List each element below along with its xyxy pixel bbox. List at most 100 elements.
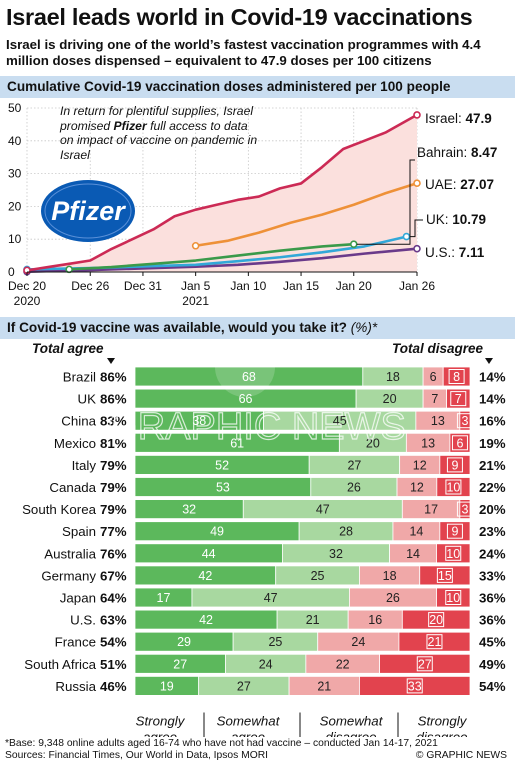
- series-line-us: [25, 247, 419, 273]
- segment-value-box: [436, 567, 453, 583]
- country-label: Japan: [60, 591, 96, 606]
- bar-segment-strongly-disagree: [398, 631, 471, 652]
- series-end-marker: [413, 244, 421, 253]
- country-label: Russia: [55, 679, 96, 694]
- left-header-arrow: [107, 358, 115, 364]
- credit: © GRAPHIC NEWS: [415, 750, 507, 761]
- segment-value: 47: [316, 503, 330, 517]
- segment-value: 61: [230, 436, 244, 450]
- bar-row: Brazil 86% 14%68 18 6 8: [63, 366, 506, 387]
- bahrain-leader-line: [356, 159, 415, 245]
- bar-segment-strongly-disagree: [379, 653, 471, 674]
- x-tick-label: Jan 15: [283, 279, 319, 293]
- pfizer-annotation: In return for plentiful supplies, Israel…: [60, 104, 258, 162]
- segment-value-box: [445, 479, 462, 495]
- segment-value-box: [448, 369, 465, 384]
- x-tick-label: Dec 26: [71, 279, 109, 293]
- segment-value: 13: [431, 414, 445, 428]
- bar-row: Mexico 81% 19% 61 20 13 6: [54, 432, 506, 453]
- country-label: Italy: [72, 458, 97, 473]
- segment-value: 32: [329, 547, 343, 561]
- y-tick-label: 0: [8, 265, 15, 279]
- bar-chart-title-suffix: (%)*: [350, 320, 378, 335]
- segment-value: 68: [242, 370, 256, 384]
- y-tick-label: 30: [8, 167, 22, 181]
- country-label: Mexico: [54, 436, 96, 451]
- segment-value: 15: [438, 569, 452, 583]
- series-end-marker: [413, 179, 421, 188]
- right-header: Total disagree: [392, 341, 484, 356]
- footnote: *Base: 9,348 online adults aged 16-74 wh…: [5, 738, 438, 749]
- segment-value: 25: [268, 635, 282, 649]
- y-tick-label: 10: [8, 232, 22, 246]
- segment-value-box: [426, 634, 443, 650]
- legend-label-line1: Somewhat: [320, 714, 384, 729]
- bar-segment-strongly-disagree: [446, 388, 471, 409]
- legend-label-line2: agree: [143, 730, 177, 738]
- country-label: U.S.: [70, 613, 96, 628]
- segment-value: 21: [428, 635, 442, 649]
- bar-segment-strongly-disagree: [359, 675, 471, 696]
- segment-value: 10: [446, 547, 460, 561]
- total-agree-value: 83%: [100, 414, 127, 429]
- series-name: Bahrain:: [417, 145, 471, 160]
- bar-chart-headers: Total agree Total disagree: [32, 341, 493, 364]
- series-label-israel: Israel: 47.9: [425, 111, 492, 126]
- bar-segment-strongly-disagree: [436, 477, 471, 497]
- total-disagree-value: 21%: [479, 458, 506, 473]
- series-line-israel: [25, 113, 419, 272]
- segment-value: 7: [455, 392, 462, 406]
- segment-value: 25: [311, 569, 325, 583]
- total-disagree-value: 23%: [479, 524, 506, 539]
- total-disagree-value: 16%: [479, 414, 506, 429]
- segment-value: 53: [216, 481, 230, 495]
- bar-segment-strongly-disagree: [419, 565, 471, 586]
- total-disagree-value: 54%: [479, 679, 506, 694]
- bar-segment-strongly-disagree: [436, 543, 471, 564]
- total-agree-value: 77%: [100, 524, 127, 539]
- bar-row: Canada 79% 22% 53 26 12 10: [49, 477, 506, 497]
- legend-label-line2: agree: [231, 730, 265, 738]
- legend-label-line2: disagree: [416, 730, 467, 738]
- segment-value: 66: [239, 392, 253, 406]
- bar-row: Australia 76% 24% 44 32 14 10: [44, 543, 506, 564]
- legend-label-line1: Somewhat: [217, 714, 281, 729]
- series-value: 8.47: [471, 145, 497, 160]
- left-header: Total agree: [32, 341, 104, 356]
- israel-area: [27, 114, 417, 272]
- segment-value: 9: [451, 458, 458, 472]
- segment-value: 3: [461, 503, 468, 517]
- pfizer-logo-text: Pfizer: [51, 196, 126, 226]
- x-tick-label: Jan 20: [336, 279, 372, 293]
- segment-value-box: [416, 656, 433, 672]
- country-label: Canada: [49, 480, 96, 495]
- total-agree-value: 79%: [100, 458, 127, 473]
- total-agree-value: 51%: [100, 657, 127, 672]
- segment-value: 21: [306, 613, 320, 627]
- segment-value: 27: [347, 458, 361, 472]
- segment-value: 14: [406, 547, 420, 561]
- country-label: Australia: [44, 546, 96, 561]
- bar-row: U.S. 63% 36% 42 21 16 20: [70, 609, 506, 630]
- pfizer-logo-ring: [44, 183, 132, 239]
- series-end-marker: [402, 232, 411, 241]
- segment-value: 26: [347, 481, 361, 495]
- bar-segment-strongly-disagree: [442, 366, 471, 387]
- x-tick-label: Dec 20: [8, 279, 46, 293]
- total-disagree-value: 19%: [479, 436, 506, 451]
- series-value: 7.11: [459, 245, 485, 260]
- annotation-bold: Pfizer: [113, 118, 147, 133]
- footer: *Base: 9,348 online adults aged 16-74 wh…: [5, 738, 510, 762]
- segment-value: 12: [413, 458, 427, 472]
- series-name: U.S.:: [425, 245, 459, 260]
- pfizer-logo-oval: [41, 180, 135, 242]
- series-end-marker: [413, 111, 421, 119]
- series-name: Israel:: [425, 111, 466, 126]
- segment-value: 18: [386, 370, 400, 384]
- segment-value: 13: [421, 436, 435, 450]
- country-label: UK: [78, 392, 97, 407]
- y-tick-label: 20: [8, 199, 22, 213]
- segment-value: 12: [410, 481, 424, 495]
- series-label-uk: UK: 10.79: [426, 212, 486, 227]
